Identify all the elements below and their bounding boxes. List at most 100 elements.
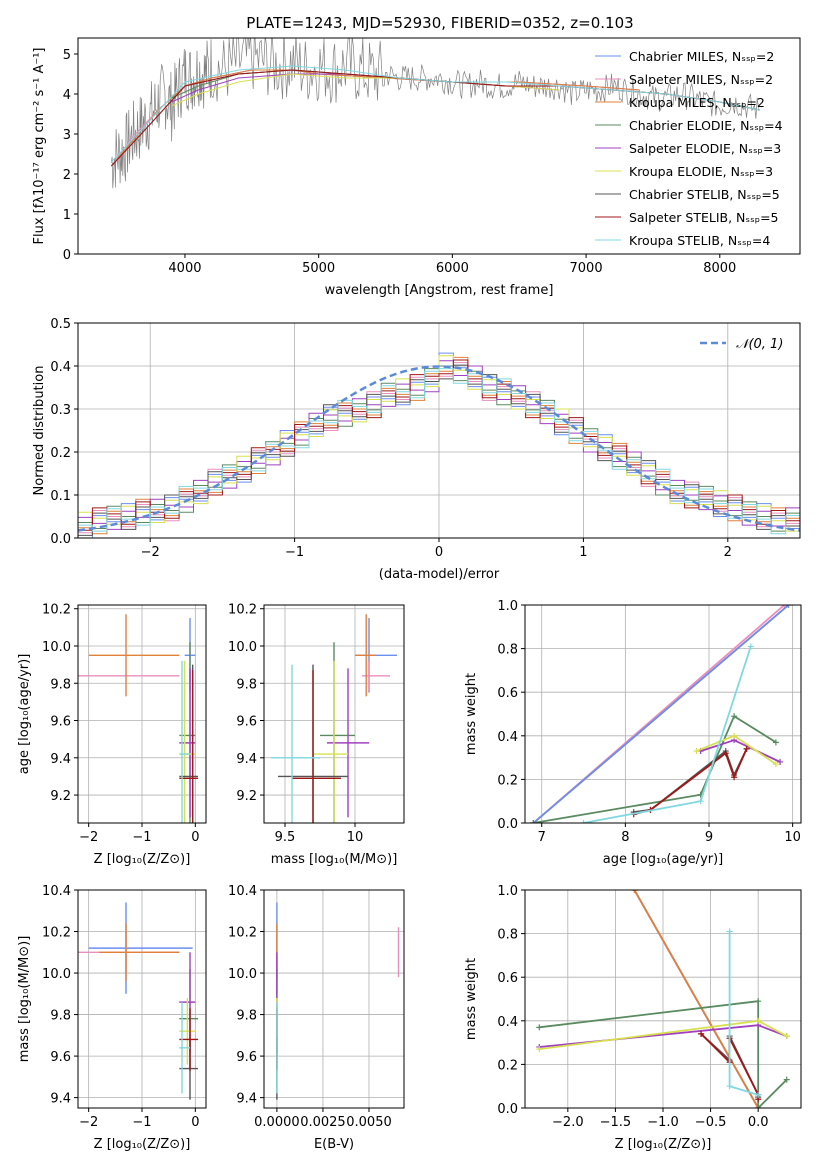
- y-tick-label: 9.6: [236, 1050, 257, 1065]
- y-tick-label: 2: [63, 168, 71, 183]
- series-line-9: [111, 65, 760, 163]
- series-marker: [731, 732, 738, 739]
- x-tick-label: 10: [347, 830, 364, 845]
- axes-frame: [263, 604, 405, 824]
- series-line-8: [633, 748, 748, 816]
- y-tick-label: 10.0: [228, 640, 257, 655]
- y-tick-label: 9.6: [50, 715, 71, 730]
- y-tick-label: 9.8: [50, 1009, 71, 1024]
- axes-frame: [77, 37, 801, 255]
- plot-area: [271, 614, 397, 823]
- reference-gaussian-curve: [78, 365, 800, 532]
- data-spectrum-line: [111, 38, 759, 189]
- series-marker: [697, 798, 704, 805]
- x-axis-label: Z [log₁₀(Z/Z⊙)]: [94, 1137, 191, 1152]
- x-tick-label: 0: [191, 830, 199, 845]
- x-tick-label: 8: [621, 830, 629, 845]
- y-tick-label: 1.0: [497, 599, 518, 614]
- x-tick-label: −1.5: [600, 1115, 632, 1130]
- y-tick-label: 9.8: [236, 677, 257, 692]
- y-tick-label: 1: [63, 208, 71, 223]
- x-axis-label: (data-model)/error: [379, 567, 500, 582]
- chart-panel-7: 0.0000 0.0025 0.0050 9.4 9.6 9.8 10.0 10.2 10.4 E…: [228, 884, 405, 1152]
- series-marker: [747, 643, 754, 650]
- series-marker: [743, 745, 750, 752]
- histogram-step-9: [78, 368, 800, 535]
- series-marker: [536, 1024, 543, 1031]
- legend-gaussian-label: 𝒩(0, 1): [736, 337, 783, 352]
- y-tick-label: 3: [63, 128, 71, 143]
- series-marker: [755, 1017, 762, 1024]
- x-axis-label: mass [log₁₀(M/M⊙)]: [271, 852, 398, 867]
- legend-label-3: Kroupa MILES, Nₛₛₚ=2: [629, 95, 765, 110]
- chart-panel-1: 4000 5000 6000 7000 8000 0 1 2 3 4 5 wavelength [An…: [32, 37, 801, 298]
- y-tick-label: 0.0: [497, 1102, 518, 1117]
- x-tick-label: −1: [132, 830, 151, 845]
- series-marker: [731, 774, 738, 781]
- plot-area: [78, 902, 198, 1100]
- x-tick-label: −1: [285, 545, 304, 560]
- series-marker: [731, 713, 738, 720]
- y-tick-label: 0.6: [497, 971, 518, 986]
- y-tick-label: 0.0: [50, 532, 71, 547]
- x-axis-label: age [log₁₀(age/yr)]: [603, 852, 724, 867]
- y-tick-label: 0.2: [497, 1058, 518, 1073]
- axes-frame: [263, 889, 405, 1109]
- series-line-9: [728, 931, 759, 1096]
- series-line-6: [171, 73, 560, 107]
- series-marker: [755, 1105, 762, 1108]
- series-marker: [783, 1076, 790, 1083]
- x-tick-label: 9.5: [275, 830, 296, 845]
- series-marker: [536, 1046, 543, 1053]
- x-tick-label: 0.0025: [300, 1115, 346, 1130]
- x-tick-label: 10: [784, 830, 801, 845]
- y-tick-label: 0.5: [50, 317, 71, 332]
- x-tick-label: 7: [538, 830, 546, 845]
- y-tick-label: 10.0: [42, 640, 71, 655]
- series-line-3: [633, 890, 759, 1108]
- y-axis-label: Flux [fλ10⁻¹⁷ erg cm⁻² s⁻¹ A⁻¹]: [32, 48, 47, 245]
- series-marker: [726, 928, 733, 935]
- y-tick-label: 9.4: [236, 1092, 257, 1107]
- chart-panel-6: −2 −1 0 9.4 9.6 9.8 10.0 10.2 10.4 Z [log₁₀(Z/Z⊙)…: [17, 884, 207, 1152]
- y-tick-label: 9.4: [236, 752, 257, 767]
- y-tick-label: 0.4: [50, 360, 71, 375]
- y-tick-label: 10.2: [42, 603, 71, 618]
- legend-label-6: Kroupa ELODIE, Nₛₛₚ=3: [629, 164, 773, 179]
- legend-label-1: Chabrier MILES, Nₛₛₚ=2: [629, 49, 774, 64]
- chart-panel-3: −2 −1 0 9.2 9.4 9.6 9.8 10.0 10.2 Z [log₁₀(Z/Z⊙)]…: [17, 603, 207, 867]
- series-marker: [781, 605, 788, 608]
- series-marker: [726, 1083, 733, 1090]
- y-tick-label: 9.4: [50, 752, 71, 767]
- y-tick-label: 10.4: [42, 884, 71, 899]
- plot-area: [276, 902, 400, 1100]
- y-tick-label: 0.0: [497, 817, 518, 832]
- x-tick-label: −2: [79, 830, 98, 845]
- x-tick-label: −0.5: [695, 1115, 727, 1130]
- legend-label-2: Salpeter MILES, Nₛₛₚ=2: [629, 72, 773, 87]
- chart-panel-8: −2.0 −1.5 −1.0 −0.5 0.0 0.0 0.2 0.4 0.6 0.8 1.0 Z […: [464, 884, 802, 1152]
- plot-area: [110, 38, 760, 189]
- series-marker: [698, 1030, 705, 1037]
- series-line-3: [532, 605, 790, 823]
- series-marker: [755, 1091, 762, 1098]
- x-axis-label: E(B-V): [314, 1137, 354, 1152]
- figure-title: PLATE=1243, MJD=52930, FIBERID=0352, z=0…: [246, 14, 633, 32]
- y-tick-label: 10.4: [228, 884, 257, 899]
- histogram-step-7: [78, 364, 800, 536]
- y-tick-label: 0.4: [497, 1015, 518, 1030]
- y-tick-label: 10.0: [42, 967, 71, 982]
- chart-panel-4: 9.5 10 9.2 9.4 9.6 9.8 10.0 10.2 mass [log₁₀(M/M…: [228, 603, 405, 867]
- x-tick-label: 5000: [302, 261, 335, 276]
- x-tick-label: −1.0: [647, 1115, 679, 1130]
- series-marker: [530, 820, 537, 823]
- y-axis-label: age [log₁₀(age/yr)]: [17, 654, 32, 775]
- x-tick-label: 0.0: [748, 1115, 769, 1130]
- y-tick-label: 4: [63, 88, 71, 103]
- legend-label-7: Chabrier STELIB, Nₛₛₚ=5: [629, 187, 780, 202]
- x-tick-label: 7000: [570, 261, 603, 276]
- x-tick-label: 0: [191, 1115, 199, 1130]
- y-tick-label: 0.2: [50, 446, 71, 461]
